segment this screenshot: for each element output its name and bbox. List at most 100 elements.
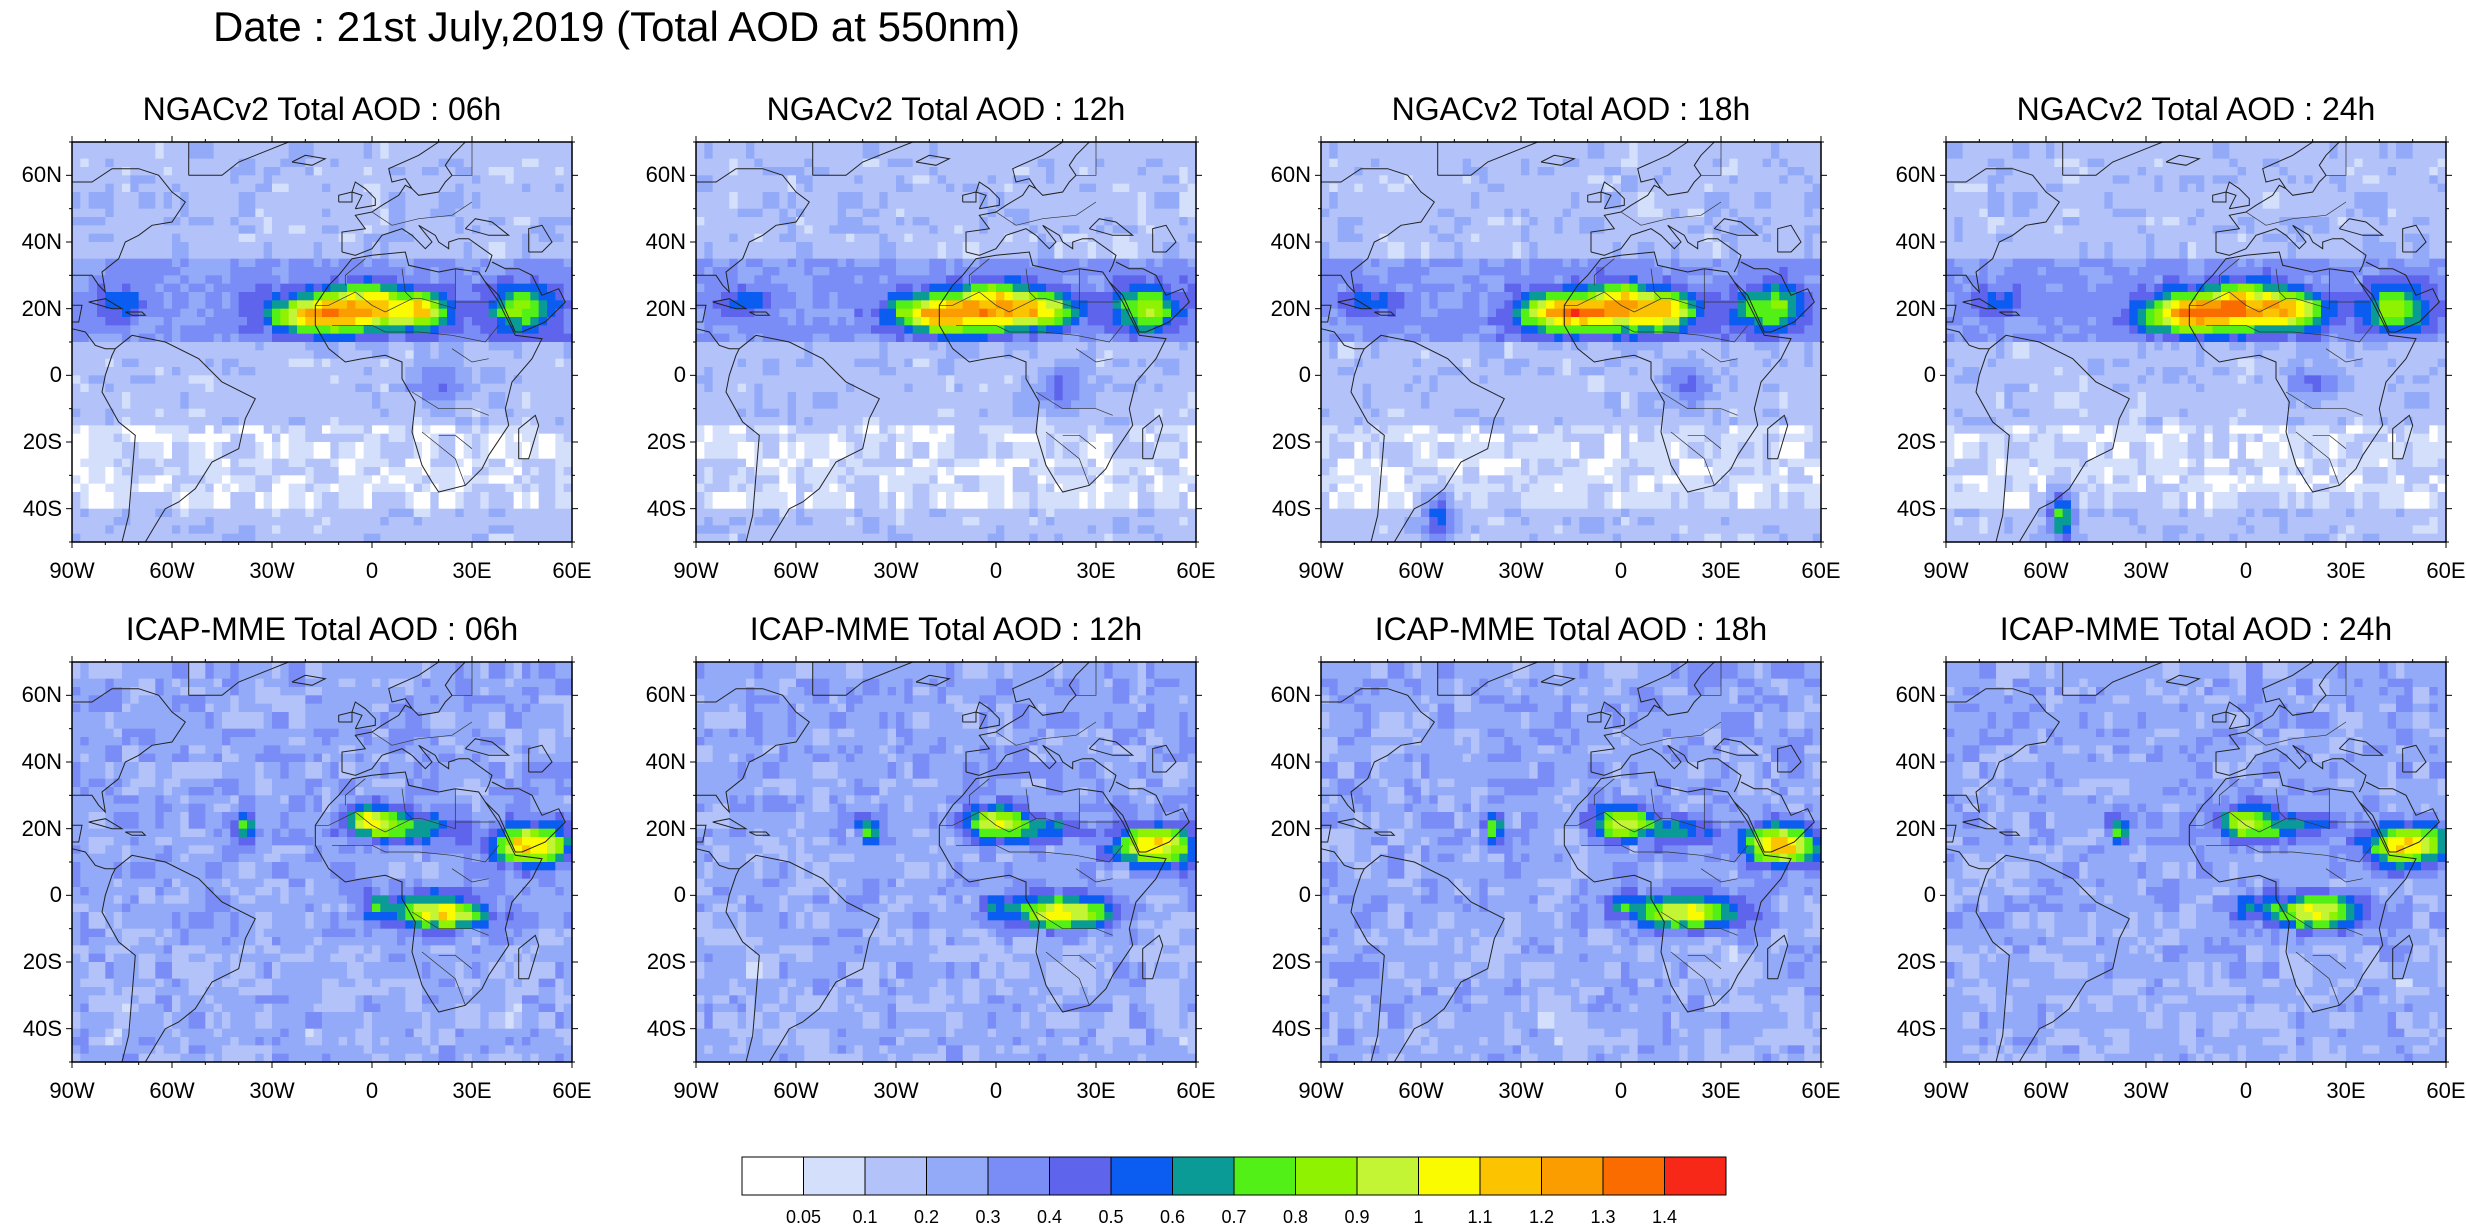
lat-tick-label: 40N <box>6 749 62 775</box>
lon-tick-label: 30W <box>2111 1078 2181 1104</box>
lon-tick-label: 0 <box>961 558 1031 584</box>
lat-tick-label: 60N <box>6 162 62 188</box>
aod-map <box>66 656 578 1068</box>
colorbar-tick-label: 0.1 <box>840 1206 890 1228</box>
lat-tick-label: 20N <box>1255 816 1311 842</box>
lat-tick-label: 20S <box>1880 949 1936 975</box>
lat-tick-label: 20S <box>6 949 62 975</box>
lon-tick-label: 0 <box>337 558 407 584</box>
panel-title: NGACv2 Total AOD : 12h <box>696 90 1196 128</box>
lat-tick-label: 20S <box>1255 429 1311 455</box>
aod-field <box>696 142 1197 543</box>
lon-tick-label: 60E <box>2411 1078 2466 1104</box>
lon-tick-label: 30W <box>1486 1078 1556 1104</box>
lon-tick-label: 60W <box>137 1078 207 1104</box>
colorbar-tick-label: 1.2 <box>1517 1206 1567 1228</box>
lon-tick-label: 0 <box>2211 1078 2281 1104</box>
lat-tick-label: 0 <box>630 882 686 908</box>
colorbar-box <box>1419 1157 1481 1195</box>
lat-tick-label: 0 <box>1255 882 1311 908</box>
lon-tick-label: 60W <box>1386 1078 1456 1104</box>
lon-tick-label: 60E <box>537 558 607 584</box>
lon-tick-label: 30W <box>2111 558 2181 584</box>
lat-tick-label: 40S <box>1255 1016 1311 1042</box>
colorbar-box <box>1050 1157 1112 1195</box>
lat-tick-label: 60N <box>1880 162 1936 188</box>
lon-tick-label: 90W <box>37 1078 107 1104</box>
lon-tick-label: 60E <box>1786 1078 1856 1104</box>
lat-tick-label: 60N <box>6 682 62 708</box>
lat-tick-label: 40N <box>1255 749 1311 775</box>
aod-map <box>1315 136 1827 548</box>
colorbar-tick-label: 0.7 <box>1209 1206 1259 1228</box>
lat-tick-label: 20N <box>630 816 686 842</box>
lon-tick-label: 30W <box>861 558 931 584</box>
lat-tick-label: 40N <box>6 229 62 255</box>
colorbar-box <box>865 1157 927 1195</box>
panel-title: NGACv2 Total AOD : 24h <box>1946 90 2446 128</box>
lon-tick-label: 30E <box>1686 1078 1756 1104</box>
colorbar-tick-label: 0.4 <box>1025 1206 1075 1228</box>
colorbar-tick-label: 0.3 <box>963 1206 1013 1228</box>
colorbar-box <box>1296 1157 1358 1195</box>
aod-map <box>1315 656 1827 1068</box>
lon-tick-label: 30W <box>1486 558 1556 584</box>
lat-tick-label: 40N <box>630 229 686 255</box>
lon-tick-label: 60W <box>761 558 831 584</box>
lon-tick-label: 30W <box>861 1078 931 1104</box>
lon-tick-label: 90W <box>37 558 107 584</box>
lon-tick-label: 60E <box>1161 1078 1231 1104</box>
aod-field <box>1946 142 2447 543</box>
colorbar-tick-label: 1 <box>1394 1206 1444 1228</box>
lat-tick-label: 40N <box>1880 229 1936 255</box>
colorbar-box <box>1357 1157 1419 1195</box>
lat-tick-label: 40S <box>1255 496 1311 522</box>
lat-tick-label: 0 <box>6 882 62 908</box>
aod-field <box>1321 662 1822 1063</box>
panel-title: ICAP-MME Total AOD : 06h <box>72 610 572 648</box>
aod-map <box>66 136 578 548</box>
lat-tick-label: 40N <box>1880 749 1936 775</box>
lat-tick-label: 20S <box>1880 429 1936 455</box>
lat-tick-label: 20S <box>1255 949 1311 975</box>
lon-tick-label: 0 <box>1586 1078 1656 1104</box>
lon-tick-label: 60E <box>2411 558 2466 584</box>
lon-tick-label: 90W <box>1911 1078 1981 1104</box>
lon-tick-label: 0 <box>337 1078 407 1104</box>
lon-tick-label: 30W <box>237 1078 307 1104</box>
panel-title: ICAP-MME Total AOD : 12h <box>696 610 1196 648</box>
aod-map <box>1940 136 2452 548</box>
lon-tick-label: 60W <box>2011 558 2081 584</box>
lat-tick-label: 20N <box>6 296 62 322</box>
lon-tick-label: 30E <box>1686 558 1756 584</box>
lat-tick-label: 20N <box>6 816 62 842</box>
lon-tick-label: 60W <box>137 558 207 584</box>
lat-tick-label: 60N <box>1255 162 1311 188</box>
lat-tick-label: 20N <box>1255 296 1311 322</box>
lon-tick-label: 60E <box>1786 558 1856 584</box>
lat-tick-label: 40S <box>1880 496 1936 522</box>
lat-tick-label: 60N <box>630 682 686 708</box>
colorbar-tick-label: 0.9 <box>1332 1206 1382 1228</box>
lat-tick-label: 40N <box>1255 229 1311 255</box>
lon-tick-label: 90W <box>661 558 731 584</box>
lon-tick-label: 90W <box>1286 1078 1356 1104</box>
colorbar-tick-label: 0.6 <box>1148 1206 1198 1228</box>
lon-tick-label: 30E <box>1061 558 1131 584</box>
lat-tick-label: 20S <box>630 429 686 455</box>
aod-field <box>72 662 573 1063</box>
aod-field <box>1946 662 2447 1063</box>
aod-map <box>690 656 1202 1068</box>
lat-tick-label: 20N <box>1880 816 1936 842</box>
lat-tick-label: 60N <box>1255 682 1311 708</box>
lon-tick-label: 60E <box>537 1078 607 1104</box>
lon-tick-label: 0 <box>1586 558 1656 584</box>
colorbar-box <box>1234 1157 1296 1195</box>
panel-title: NGACv2 Total AOD : 06h <box>72 90 572 128</box>
lat-tick-label: 40S <box>1880 1016 1936 1042</box>
aod-field <box>72 142 573 543</box>
aod-field <box>696 662 1197 1063</box>
lat-tick-label: 20N <box>630 296 686 322</box>
lat-tick-label: 40S <box>630 496 686 522</box>
figure-title: Date : 21st July,2019 (Total AOD at 550n… <box>0 2 1233 52</box>
